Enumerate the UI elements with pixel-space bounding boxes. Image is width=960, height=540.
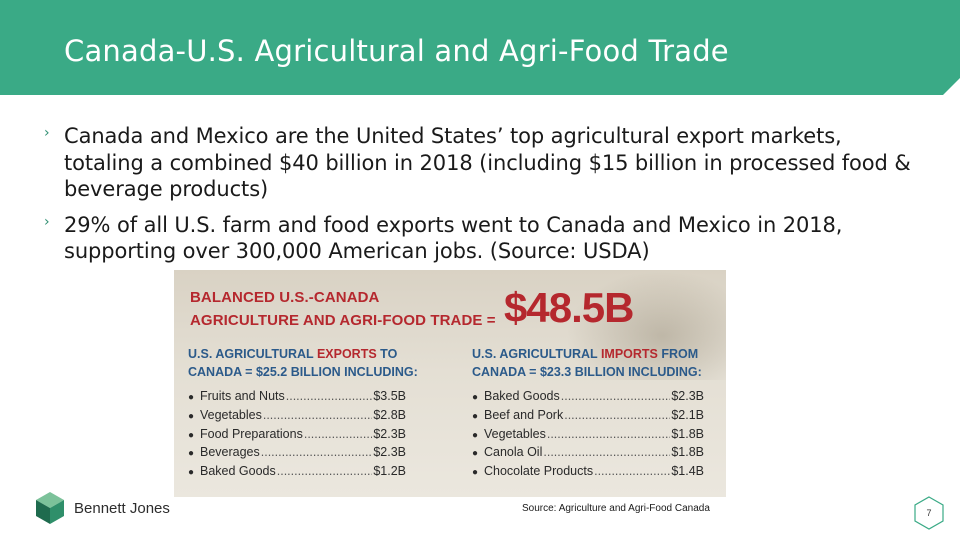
heading-text: CANADA = $23.3 BILLION INCLUDING: — [472, 365, 702, 379]
logo-text: Bennett Jones — [74, 499, 170, 517]
dot-leader — [286, 389, 373, 403]
item-value: $3.5B — [373, 389, 406, 403]
infographic-headline: BALANCED U.S.-CANADA AGRICULTURE AND AGR… — [190, 286, 496, 332]
item-value: $1.4B — [671, 464, 704, 479]
heading-emphasis: IMPORTS — [600, 347, 658, 361]
item-value: $2.8B — [373, 407, 406, 422]
item-name: Fruits and Nuts — [200, 389, 285, 403]
item-name: Chocolate Products — [484, 464, 594, 479]
list-item: ● Food Preparations $2.3B — [188, 427, 406, 446]
heading-text: TO — [376, 347, 398, 361]
trade-infographic: BALANCED U.S.-CANADA AGRICULTURE AND AGR… — [174, 270, 726, 497]
dot-leader — [261, 445, 373, 459]
list-item: ● Fruits and Nuts $3.5B — [188, 389, 406, 408]
dot-leader — [594, 464, 670, 478]
item-value: $1.8B — [671, 426, 704, 441]
dot-leader — [263, 408, 372, 422]
item-name: Canola Oil — [484, 445, 543, 460]
item-name: Beef and Pork — [484, 407, 564, 422]
list-item: ● Canola Oil $1.8B — [472, 445, 704, 464]
slide-title: Canada-U.S. Agricultural and Agri-Food T… — [64, 34, 729, 68]
company-logo: Bennett Jones — [36, 492, 170, 524]
bullet-item: › Canada and Mexico are the United State… — [44, 123, 924, 203]
list-item: ● Vegetables $2.8B — [188, 408, 406, 427]
source-citation: Source: Agriculture and Agri-Food Canada — [522, 503, 710, 514]
list-item: ● Vegetables $1.8B — [472, 427, 704, 446]
bullet-dot-icon: ● — [188, 410, 195, 422]
heading-emphasis: EXPORTS — [316, 347, 377, 361]
bullet-dot-icon: ● — [472, 448, 479, 460]
header-bar — [0, 0, 960, 95]
item-name: Food Preparations — [200, 426, 303, 441]
dot-leader — [561, 389, 671, 403]
page-number-badge: 7 — [914, 496, 944, 530]
imports-column: U.S. AGRICULTURAL IMPORTS FROM CANADA = … — [472, 345, 722, 483]
dot-leader — [304, 427, 372, 441]
list-item: ● Beverages $2.3B — [188, 445, 406, 464]
headline-line: AGRICULTURE AND AGRI-FOOD TRADE = — [190, 312, 496, 329]
hexagon-logo-icon — [36, 492, 64, 524]
item-value: $2.1B — [671, 407, 704, 422]
bullet-dot-icon: ● — [188, 392, 195, 403]
dot-leader — [277, 464, 373, 478]
dot-leader — [543, 445, 670, 459]
hexagon-outline-icon — [914, 496, 944, 530]
item-value: $1.8B — [671, 445, 704, 460]
item-name: Beverages — [200, 445, 260, 460]
list-item: ● Beef and Pork $2.1B — [472, 408, 704, 427]
chevron-right-icon: › — [44, 125, 50, 141]
bullet-list: › Canada and Mexico are the United State… — [44, 123, 924, 274]
bullet-dot-icon: ● — [188, 448, 195, 460]
trade-total: $48.5B — [504, 284, 634, 331]
bullet-dot-icon: ● — [472, 467, 479, 479]
list-item: ● Baked Goods $1.2B — [188, 464, 406, 483]
chevron-right-icon: › — [44, 213, 50, 230]
heading-text: U.S. AGRICULTURAL — [188, 347, 317, 361]
bullet-text: 29% of all U.S. farm and food exports we… — [64, 212, 843, 264]
heading-text: CANADA = $25.2 BILLION INCLUDING: — [188, 365, 418, 379]
page-number: 7 — [926, 508, 932, 518]
bullet-dot-icon: ● — [472, 392, 479, 403]
bullet-item: › 29% of all U.S. farm and food exports … — [44, 212, 924, 265]
item-name: Vegetables — [200, 407, 262, 422]
item-name: Baked Goods — [484, 389, 560, 403]
imports-heading: U.S. AGRICULTURAL IMPORTS FROM CANADA = … — [472, 345, 722, 381]
heading-text: U.S. AGRICULTURAL — [472, 347, 601, 361]
bullet-dot-icon: ● — [188, 429, 195, 441]
exports-column: U.S. AGRICULTURAL EXPORTS TO CANADA = $2… — [188, 345, 438, 483]
list-item: ● Chocolate Products $1.4B — [472, 464, 704, 483]
item-value: $2.3B — [671, 389, 704, 403]
exports-heading: U.S. AGRICULTURAL EXPORTS TO CANADA = $2… — [188, 345, 438, 381]
bullet-dot-icon: ● — [472, 429, 479, 441]
headline-line: BALANCED U.S.-CANADA — [190, 289, 380, 306]
bullet-dot-icon: ● — [188, 467, 195, 479]
item-name: Vegetables — [484, 426, 546, 441]
item-value: $2.3B — [373, 426, 406, 441]
bullet-dot-icon: ● — [472, 410, 479, 422]
dot-leader — [547, 427, 670, 441]
item-name: Baked Goods — [200, 464, 276, 479]
dot-leader — [564, 408, 670, 422]
item-value: $2.3B — [373, 445, 406, 460]
bullet-text: Canada and Mexico are the United States’… — [64, 124, 911, 201]
item-value: $1.2B — [373, 464, 406, 479]
heading-text: FROM — [657, 347, 699, 361]
list-item: ● Baked Goods $2.3B — [472, 389, 704, 408]
